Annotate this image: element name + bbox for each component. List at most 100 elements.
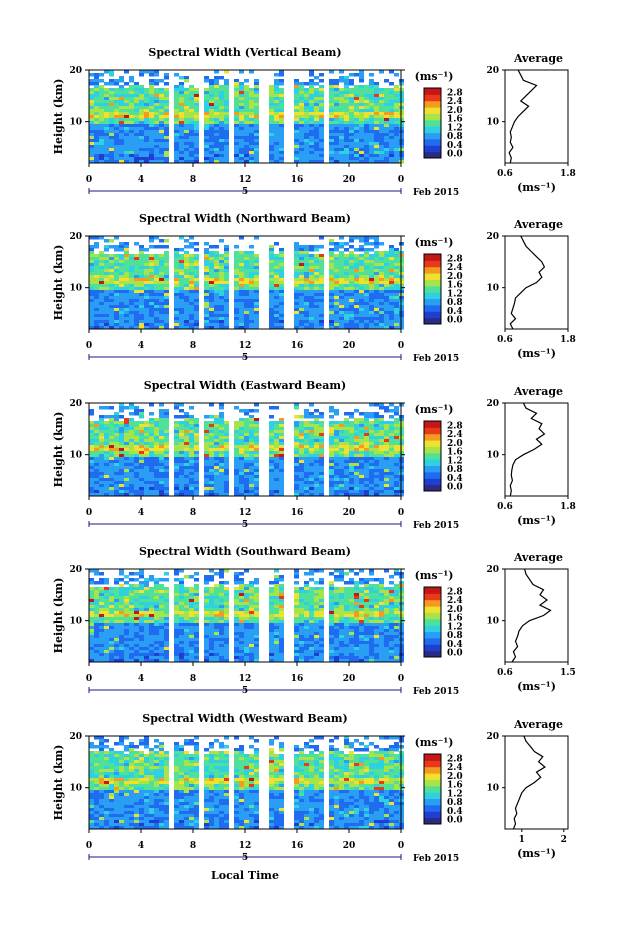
y-axis-label: Height (km) <box>52 578 65 654</box>
avg-x-tick-label: 1 <box>519 835 525 845</box>
colorbar-tick-label: 0.4 <box>447 474 463 484</box>
x-tick-label: 0 <box>86 175 92 185</box>
y-tick-label: 10 <box>69 284 82 294</box>
y-tick-label: 20 <box>69 66 82 76</box>
day-label: 5 <box>242 353 248 363</box>
average-profile-line <box>508 69 538 164</box>
colorbar-tick-label: 0.0 <box>447 150 463 160</box>
average-frame <box>504 235 569 330</box>
colorbar <box>424 421 441 492</box>
colorbar <box>424 754 441 825</box>
x-tick-label: 20 <box>343 674 356 684</box>
x-tick-label: 0 <box>398 175 404 185</box>
avg-y-tick-label: 20 <box>486 399 499 409</box>
y-axis-label: Height (km) <box>52 245 65 321</box>
y-tick-label: 10 <box>69 617 82 627</box>
colorbar-tick-label: 1.2 <box>447 289 463 299</box>
avg-x-tick-label: 0.6 <box>497 169 513 179</box>
x-tick-label: 0 <box>86 674 92 684</box>
colorbar-tick-label: 2.8 <box>447 754 463 764</box>
avg-x-tick-label: 1.8 <box>560 335 576 345</box>
colorbar-tick-label: 2.8 <box>447 88 463 98</box>
colorbar-tick-label: 1.6 <box>447 115 463 125</box>
colorbar-tick-label: 2.8 <box>447 587 463 597</box>
x-tick-label: 0 <box>398 674 404 684</box>
x-tick-label: 16 <box>291 175 304 185</box>
x-tick-label: 20 <box>343 841 356 851</box>
y-tick-label: 20 <box>69 232 82 242</box>
y-tick-label: 10 <box>69 784 82 794</box>
colorbar <box>424 587 441 658</box>
colorbar-tick-label: 0.8 <box>447 132 463 142</box>
colorbar-tick-label: 2.4 <box>447 263 463 273</box>
avg-y-tick-label: 20 <box>486 565 499 575</box>
colorbar-unit: (ms⁻¹) <box>415 236 454 249</box>
x-tick-label: 4 <box>138 175 144 185</box>
x-tick-label: 20 <box>343 341 356 351</box>
colorbar-tick-label: 0.8 <box>447 465 463 475</box>
colorbar-tick-label: 1.2 <box>447 123 463 133</box>
colorbar-tick-label: 1.2 <box>447 622 463 632</box>
x-tick-label: 16 <box>291 341 304 351</box>
date-label: Feb 2015 <box>413 354 459 364</box>
avg-y-tick-label: 10 <box>486 284 499 294</box>
x-tick-label: 16 <box>291 841 304 851</box>
avg-x-tick-label: 0.6 <box>497 335 513 345</box>
colorbar-frame <box>423 420 442 492</box>
panel-title: Spectral Width (Southward Beam) <box>139 545 351 558</box>
colorbar-tick-label: 1.6 <box>447 781 463 791</box>
x-tick-label: 0 <box>398 508 404 518</box>
x-tick-label: 12 <box>239 674 252 684</box>
heatmap-cells <box>89 70 404 164</box>
avg-x-label: (ms⁻¹) <box>517 181 556 194</box>
colorbar-tick-label: 1.6 <box>447 448 463 458</box>
x-tick-label: 8 <box>190 175 196 185</box>
average-profile-line <box>512 735 546 830</box>
colorbar-tick-label: 0.4 <box>447 640 463 650</box>
date-label: Feb 2015 <box>413 521 459 531</box>
average-frame <box>504 69 569 164</box>
colorbar-tick-label: 2.4 <box>447 430 463 440</box>
colorbar-tick-label: 2.0 <box>447 106 463 116</box>
avg-y-tick-label: 10 <box>486 118 499 128</box>
avg-x-label: (ms⁻¹) <box>517 347 556 360</box>
colorbar-tick-label: 2.4 <box>447 596 463 606</box>
avg-x-tick-label: 0.6 <box>497 668 513 678</box>
colorbar <box>424 254 441 325</box>
panel-title: Spectral Width (Eastward Beam) <box>144 379 346 392</box>
average-frame <box>504 568 569 663</box>
x-tick-label: 12 <box>239 508 252 518</box>
avg-y-tick-label: 10 <box>486 784 499 794</box>
day-label: 5 <box>242 187 248 197</box>
x-tick-label: 20 <box>343 508 356 518</box>
colorbar-tick-label: 1.2 <box>447 456 463 466</box>
colorbar-tick-label: 1.6 <box>447 614 463 624</box>
x-tick-label: 16 <box>291 508 304 518</box>
colorbar-tick-label: 0.4 <box>447 141 463 151</box>
colorbar-tick-label: 2.0 <box>447 772 463 782</box>
colorbar-tick-label: 0.0 <box>447 649 463 659</box>
avg-x-tick-label: 1.5 <box>560 668 576 678</box>
heatmap-cells <box>89 403 404 497</box>
y-axis-label: Height (km) <box>52 412 65 488</box>
average-frame <box>504 735 569 830</box>
heatmap-cells <box>89 569 404 663</box>
x-tick-label: 0 <box>86 341 92 351</box>
avg-y-tick-label: 20 <box>486 66 499 76</box>
heatmap-cells <box>89 236 404 330</box>
colorbar-tick-label: 0.8 <box>447 631 463 641</box>
panel-title: Spectral Width (Vertical Beam) <box>148 46 341 59</box>
colorbar-frame <box>423 87 442 159</box>
x-tick-label: 4 <box>138 341 144 351</box>
colorbar-unit: (ms⁻¹) <box>415 70 454 83</box>
x-axis-label: Local Time <box>211 869 279 882</box>
day-label: 5 <box>242 853 248 863</box>
day-label: 5 <box>242 686 248 696</box>
colorbar-tick-label: 1.6 <box>447 281 463 291</box>
x-tick-label: 12 <box>239 341 252 351</box>
colorbar-tick-label: 2.4 <box>447 97 463 107</box>
average-title: Average <box>513 385 563 398</box>
avg-x-tick-label: 1.8 <box>560 169 576 179</box>
colorbar-unit: (ms⁻¹) <box>415 569 454 582</box>
